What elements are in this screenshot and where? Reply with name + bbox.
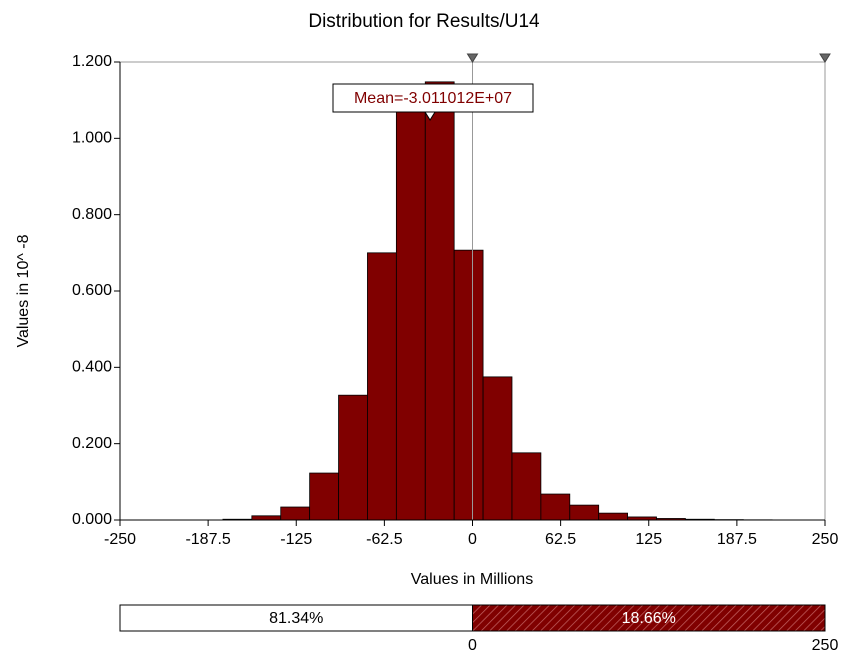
delimiter-marker <box>819 53 831 63</box>
delimiter-label: 0 <box>468 637 477 654</box>
y-tick-label: 0.400 <box>72 359 112 376</box>
mean-label: Mean=-3.011012E+07 <box>354 90 512 107</box>
delimiter-marker <box>466 53 479 63</box>
chart-title: Distribution for Results/U14 <box>308 11 540 32</box>
bar <box>453 249 484 521</box>
bar <box>309 472 339 521</box>
x-tick-label: -62.5 <box>366 531 403 548</box>
delimiter-label: 250 <box>812 637 839 654</box>
y-tick-label: 0.800 <box>72 206 112 223</box>
bar <box>280 506 311 521</box>
x-tick-label: 62.5 <box>545 531 576 548</box>
x-tick-label: -187.5 <box>185 531 230 548</box>
bar <box>598 512 629 521</box>
right-region <box>472 604 826 632</box>
x-tick-label: 0 <box>468 531 477 548</box>
mean-marker <box>424 111 436 121</box>
bar <box>569 504 600 521</box>
bar <box>251 515 282 521</box>
y-tick-label: 1.200 <box>72 53 112 70</box>
y-tick-label: 0.200 <box>72 435 112 452</box>
bar <box>395 107 426 521</box>
x-tick-label: 250 <box>812 531 839 548</box>
mean-label-box <box>332 83 534 113</box>
right-percent: 18.66% <box>622 610 676 627</box>
y-axis-label: Values in 10^ -8 <box>15 234 32 347</box>
left-region <box>119 604 473 632</box>
y-tick-label: 0.000 <box>72 511 112 528</box>
bar <box>367 252 397 521</box>
y-tick-label: 1.000 <box>72 130 112 147</box>
x-axis-label: Values in Millions <box>411 571 533 588</box>
x-tick-label: 125 <box>635 531 662 548</box>
y-tick-label: 0.600 <box>72 282 112 299</box>
x-tick-label: -250 <box>104 531 136 548</box>
bar <box>338 394 368 521</box>
bar <box>482 376 513 521</box>
x-tick-label: 187.5 <box>717 531 757 548</box>
bar <box>424 81 455 521</box>
left-percent: 81.34% <box>269 610 323 627</box>
x-tick-label: -125 <box>280 531 312 548</box>
bar <box>511 452 542 521</box>
bar <box>540 493 571 521</box>
